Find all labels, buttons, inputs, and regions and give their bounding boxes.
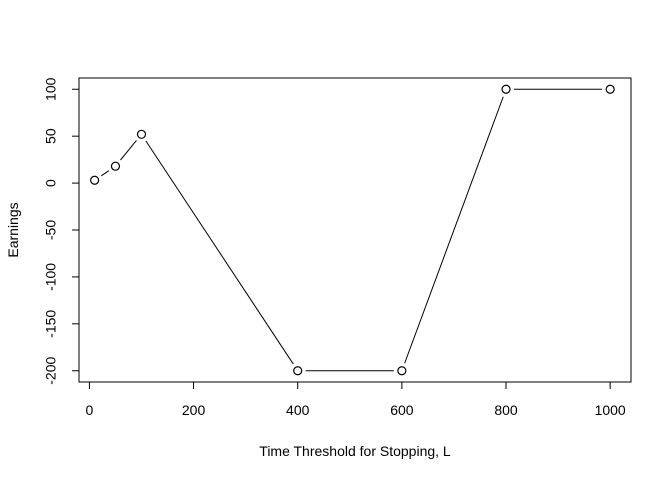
- series-points: [90, 84, 615, 376]
- y-tick-label: 100: [43, 77, 59, 101]
- y-axis: -200 -150 -100 -50 0 50 100: [43, 77, 80, 385]
- y-tick-label: 50: [43, 128, 59, 144]
- x-tick-label: 600: [390, 402, 414, 418]
- x-tick-label: 1000: [595, 402, 626, 418]
- series-segment: [100, 170, 110, 177]
- data-point: [90, 175, 100, 185]
- data-point: [397, 366, 407, 376]
- x-tick-label: 400: [286, 402, 310, 418]
- x-axis-title: Time Threshold for Stopping, L: [259, 443, 451, 459]
- x-tick-label: 0: [86, 402, 94, 418]
- plot-frame: [78, 77, 632, 383]
- y-tick-label: 0: [43, 179, 59, 187]
- x-axis: 0 200 400 600 800 1000: [86, 381, 626, 418]
- y-tick-label: -50: [43, 220, 59, 240]
- y-axis-title: Earnings: [5, 202, 21, 257]
- data-point: [501, 84, 511, 94]
- y-tick-label: -200: [43, 357, 59, 385]
- series-line: [100, 88, 603, 372]
- series-segment: [120, 140, 137, 161]
- y-tick-label: -150: [43, 310, 59, 338]
- series-segment: [404, 96, 504, 364]
- y-tick-label: -100: [43, 263, 59, 291]
- data-point: [136, 129, 147, 139]
- x-tick-label: 800: [494, 402, 518, 418]
- x-tick-label: 200: [182, 402, 206, 418]
- data-point: [110, 161, 121, 171]
- series-segment: [145, 140, 294, 365]
- data-point: [293, 366, 303, 376]
- data-point: [605, 84, 615, 94]
